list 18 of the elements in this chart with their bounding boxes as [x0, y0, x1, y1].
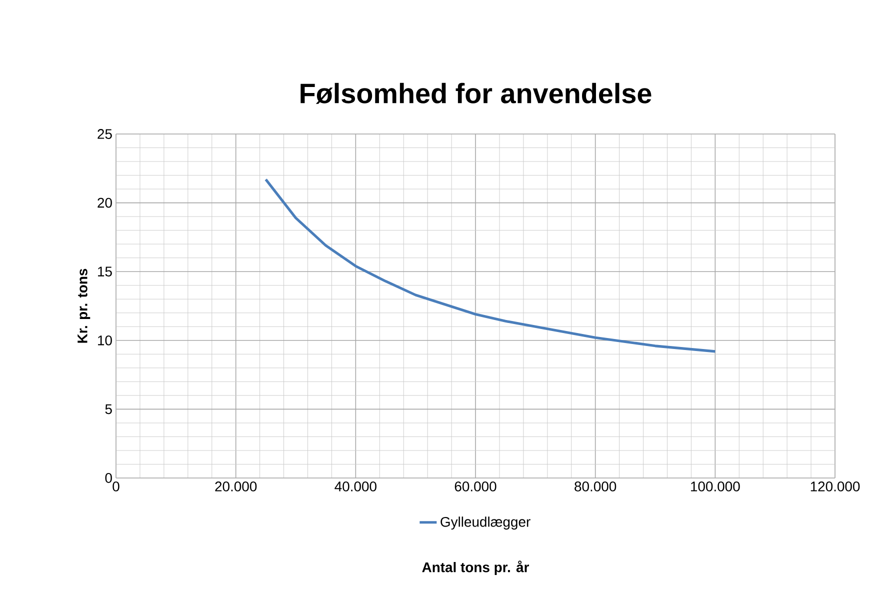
x-tick-label: 20.000: [215, 482, 257, 492]
x-tick-label: 40.000: [334, 482, 376, 492]
line-series: [264, 178, 716, 353]
x-tick-label: 0: [112, 482, 120, 492]
y-tick-label: 10: [98, 335, 112, 346]
x-tick-label: 60.000: [454, 482, 496, 492]
legend-label: Gylleudlægger: [440, 516, 530, 530]
chart-title: Følsomhed for anvendelse: [300, 82, 652, 104]
y-axis-title: Kr. pr. tons: [78, 268, 90, 343]
y-tick-label: 25: [98, 129, 112, 139]
x-tick-label: 120.000: [810, 482, 860, 492]
y-tick-label: 5: [105, 404, 112, 414]
y-tick-label: 15: [98, 266, 112, 276]
y-tick-label: 0: [105, 473, 112, 483]
x-tick-label: 80.000: [574, 482, 616, 492]
x-tick-label: 100.000: [691, 482, 740, 492]
x-axis-title: Antal tons pr. år: [422, 560, 530, 576]
y-tick-label: 20: [98, 198, 112, 208]
